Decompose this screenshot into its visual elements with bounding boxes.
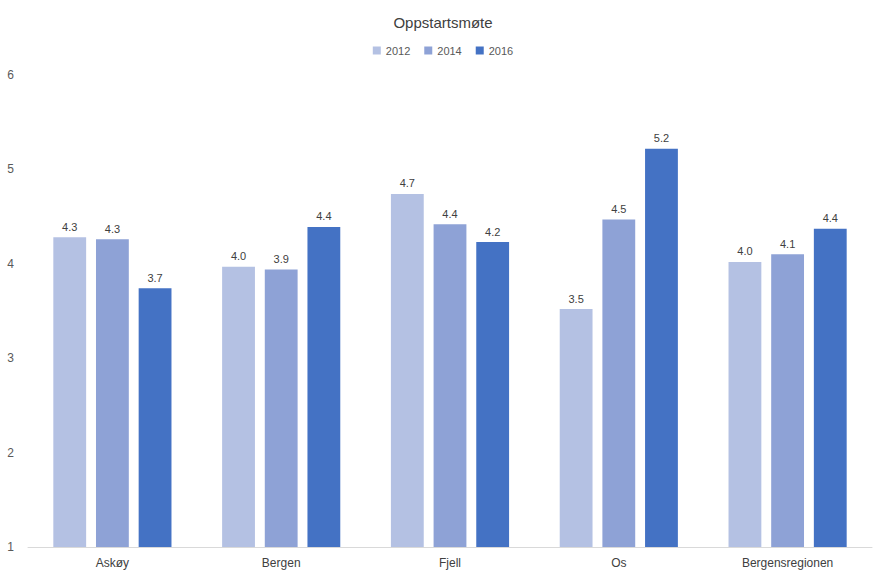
svg-text:4.4: 4.4 <box>823 212 838 224</box>
svg-text:2016: 2016 <box>489 45 513 57</box>
svg-text:Fjell: Fjell <box>439 556 461 570</box>
svg-text:Bergen: Bergen <box>262 556 301 570</box>
svg-text:4.0: 4.0 <box>737 245 752 257</box>
svg-text:5.2: 5.2 <box>654 132 669 144</box>
svg-text:5: 5 <box>7 162 14 176</box>
svg-text:1: 1 <box>7 540 14 554</box>
svg-text:4.5: 4.5 <box>611 203 626 215</box>
svg-text:Askøy: Askøy <box>96 556 129 570</box>
svg-text:6: 6 <box>7 68 14 82</box>
svg-text:4.1: 4.1 <box>780 238 795 250</box>
svg-text:4.3: 4.3 <box>62 221 77 233</box>
svg-text:3.9: 3.9 <box>274 253 289 265</box>
svg-text:4.3: 4.3 <box>105 223 120 235</box>
svg-text:4.7: 4.7 <box>400 177 415 189</box>
svg-text:4.2: 4.2 <box>485 226 500 238</box>
svg-text:4.4: 4.4 <box>442 208 457 220</box>
svg-text:4.4: 4.4 <box>316 210 331 222</box>
svg-text:2014: 2014 <box>437 45 461 57</box>
svg-text:Os: Os <box>611 556 626 570</box>
svg-text:3.5: 3.5 <box>568 293 583 305</box>
svg-text:4: 4 <box>7 257 14 271</box>
svg-text:Oppstartsmøte: Oppstartsmøte <box>393 14 492 31</box>
svg-text:Bergensregionen: Bergensregionen <box>742 556 833 570</box>
svg-text:3: 3 <box>7 351 14 365</box>
svg-text:2: 2 <box>7 446 14 460</box>
svg-text:2012: 2012 <box>386 45 410 57</box>
svg-text:3.7: 3.7 <box>147 272 162 284</box>
svg-text:4.0: 4.0 <box>231 250 246 262</box>
